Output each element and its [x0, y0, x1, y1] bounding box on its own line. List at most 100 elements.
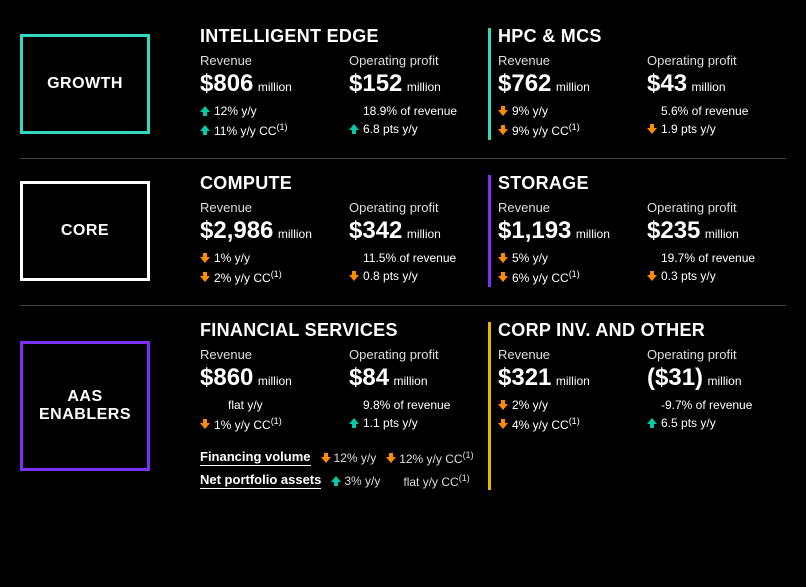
revenue-column: Revenue $860 million flat y/y 1% y/y CC(1): [200, 347, 339, 436]
revenue-metric-1: 1% y/y: [200, 251, 339, 265]
revenue-metric-1: 12% y/y: [200, 104, 339, 118]
segment-pair: Revenue $2,986 million 1% y/y 2% y/y CC(1) O…: [200, 200, 488, 289]
extra-block: Financing volume 12% y/y 12% y/y CC(1) Net …: [200, 446, 488, 492]
revenue-metric-2: 2% y/y CC(1): [200, 269, 339, 285]
extra-metric: 12% y/y CC(1): [386, 450, 473, 466]
op-column: Operating profit$152 million18.9% of rev…: [349, 53, 488, 142]
op-amount: $84 million: [349, 364, 488, 392]
segment-title: COMPUTE: [200, 173, 488, 194]
op-metrics: 9.8% of revenue1.1 pts y/y: [349, 398, 488, 430]
op-metric-1: -9.7% of revenue: [647, 398, 786, 412]
op-column: Operating profit $84 million 9.8% of reven…: [349, 347, 488, 436]
segment: INTELLIGENT EDGE Revenue $806 million 12% y…: [190, 26, 488, 142]
segment-title: STORAGE: [498, 173, 786, 194]
segment: STORAGE Revenue $1,193 million 5% y/y6% y/y…: [488, 173, 786, 289]
op-column: Operating profit$342 million11.5% of rev…: [349, 200, 488, 289]
op-metric-2: 0.8 pts y/y: [349, 269, 488, 283]
revenue-column: Revenue $806 million 12% y/y 11% y/y CC(1): [200, 53, 339, 142]
revenue-metric-2: 1% y/y CC(1): [200, 416, 339, 432]
segment-pair: Revenue $762 million 9% y/y 9% y/y CC(1) Ope…: [498, 53, 786, 142]
op-metrics: 19.7% of revenue 0.3 pts y/y: [647, 251, 786, 283]
segments: INTELLIGENT EDGE Revenue $806 million 12% y…: [190, 26, 786, 142]
revenue-metric-1: 5% y/y: [498, 251, 637, 265]
revenue-metric-1: 9% y/y: [498, 104, 637, 118]
revenue-metrics: 9% y/y 9% y/y CC(1): [498, 104, 637, 138]
op-metrics: 11.5% of revenue 0.8 pts y/y: [349, 251, 488, 283]
group-row: CORE COMPUTE Revenue $2,986 million 1% y/y 2%…: [20, 173, 786, 289]
extra-label: Net portfolio assets: [200, 472, 321, 489]
segment-divider: [488, 28, 491, 140]
extra-label: Financing volume: [200, 449, 311, 466]
revenue-amount: $806 million: [200, 70, 339, 98]
op-column: Operating profit$235 million19.7% of rev…: [647, 200, 786, 289]
group-label-box: AAS ENABLERS: [20, 341, 150, 471]
segment-title: INTELLIGENT EDGE: [200, 26, 488, 47]
op-amount: ($31) million: [647, 364, 786, 392]
op-metric-2: 6.8 pts y/y: [349, 122, 488, 136]
op-amount: $235 million: [647, 217, 786, 245]
extra-row: Financing volume 12% y/y 12% y/y CC(1): [200, 446, 488, 469]
revenue-metrics: 1% y/y 2% y/y CC(1): [200, 251, 339, 285]
segment-pair: Revenue $806 million 12% y/y 11% y/y CC(1) O…: [200, 53, 488, 142]
segments: COMPUTE Revenue $2,986 million 1% y/y 2% y/y…: [190, 173, 786, 289]
segment-title: HPC & MCS: [498, 26, 786, 47]
op-metric-1: 11.5% of revenue: [349, 251, 488, 265]
group-label: GROWTH: [47, 75, 123, 93]
segment-divider: [488, 322, 491, 490]
segment-title: FINANCIAL SERVICES: [200, 320, 488, 341]
revenue-amount: $1,193 million: [498, 217, 637, 245]
op-column: Operating profit ($31) million -9.7% of re…: [647, 347, 786, 436]
segment-pair: Revenue $1,193 million 5% y/y6% y/y CC(1) O…: [498, 200, 786, 289]
revenue-amount: $762 million: [498, 70, 637, 98]
op-column: Operating profit$43 million5.6% of reven…: [647, 53, 786, 142]
revenue-amount: $860 million: [200, 364, 339, 392]
group-row: GROWTH INTELLIGENT EDGE Revenue $806 millio…: [20, 26, 786, 142]
revenue-metric-2: 9% y/y CC(1): [498, 122, 637, 138]
revenue-column: Revenue $321 million 2% y/y4% y/y CC(1): [498, 347, 637, 436]
revenue-label: Revenue: [498, 53, 637, 68]
revenue-label: Revenue: [200, 200, 339, 215]
revenue-metric-1: flat y/y: [200, 398, 339, 412]
revenue-metric-2: 11% y/y CC(1): [200, 122, 339, 138]
revenue-metric-1: 2% y/y: [498, 398, 637, 412]
op-metric-2: 6.5 pts y/y: [647, 416, 786, 430]
revenue-amount: $321 million: [498, 364, 637, 392]
segment-pair: Revenue $321 million 2% y/y4% y/y CC(1) Ope…: [498, 347, 786, 436]
group-label-col: CORE: [20, 173, 190, 289]
revenue-label: Revenue: [498, 200, 637, 215]
group-label-box: CORE: [20, 181, 150, 281]
row-divider: [20, 305, 786, 306]
revenue-column: Revenue $1,193 million 5% y/y6% y/y CC(1): [498, 200, 637, 289]
group-label-box: GROWTH: [20, 34, 150, 134]
op-metric-2: 1.9 pts y/y: [647, 122, 786, 136]
op-metric-1: 18.9% of revenue: [349, 104, 488, 118]
extra-metric: flat y/y CC(1): [390, 473, 469, 489]
row-divider: [20, 158, 786, 159]
revenue-label: Revenue: [498, 347, 637, 362]
revenue-amount: $2,986 million: [200, 217, 339, 245]
revenue-label: Revenue: [200, 347, 339, 362]
revenue-metrics: 5% y/y6% y/y CC(1): [498, 251, 637, 285]
group-label-col: GROWTH: [20, 26, 190, 142]
op-label: Operating profit: [349, 200, 488, 215]
op-label: Operating profit: [647, 53, 786, 68]
group-label: CORE: [61, 222, 109, 240]
op-metric-1: 19.7% of revenue: [647, 251, 786, 265]
segments: FINANCIAL SERVICES Revenue $860 million fla…: [190, 320, 786, 492]
segment: COMPUTE Revenue $2,986 million 1% y/y 2% y/y…: [190, 173, 488, 289]
op-metric-2: 0.3 pts y/y: [647, 269, 786, 283]
op-metric-2: 1.1 pts y/y: [349, 416, 488, 430]
op-amount: $152 million: [349, 70, 488, 98]
segment-pair: Revenue $860 million flat y/y 1% y/y CC(1) O…: [200, 347, 488, 436]
revenue-label: Revenue: [200, 53, 339, 68]
revenue-metrics: flat y/y 1% y/y CC(1): [200, 398, 339, 432]
op-label: Operating profit: [647, 347, 786, 362]
extra-metric: 3% y/y: [331, 474, 380, 488]
segment-divider: [488, 175, 491, 287]
revenue-metrics: 2% y/y4% y/y CC(1): [498, 398, 637, 432]
op-amount: $43 million: [647, 70, 786, 98]
op-label: Operating profit: [349, 347, 488, 362]
op-metrics: 18.9% of revenue 6.8 pts y/y: [349, 104, 488, 136]
extra-row: Net portfolio assets 3% y/y flat y/y CC(1): [200, 469, 488, 492]
extra-metric: 12% y/y: [321, 451, 377, 465]
